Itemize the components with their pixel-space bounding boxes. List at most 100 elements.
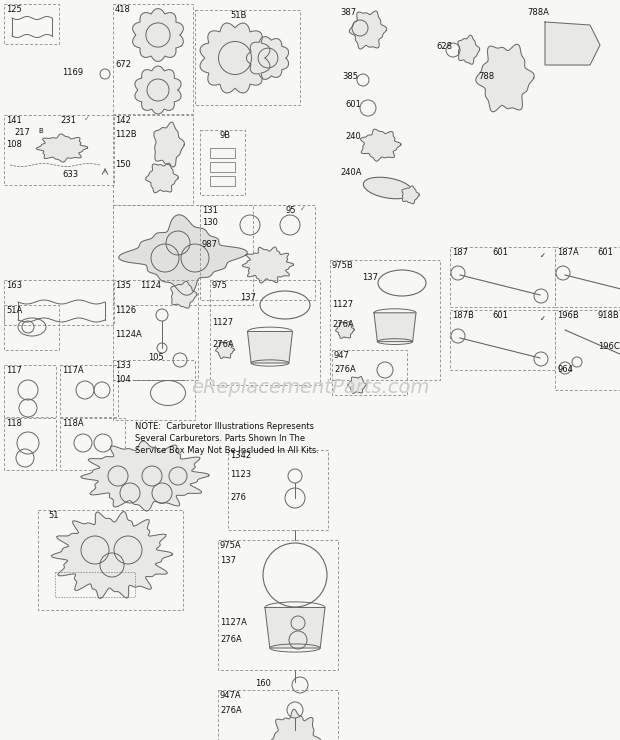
Text: 142: 142 <box>115 116 131 125</box>
Polygon shape <box>335 322 355 338</box>
Text: 387: 387 <box>340 8 356 17</box>
Bar <box>210 280 320 385</box>
Bar <box>228 450 328 530</box>
Text: 150: 150 <box>115 160 131 169</box>
Text: B: B <box>38 128 43 134</box>
Polygon shape <box>348 377 366 394</box>
Polygon shape <box>200 23 270 93</box>
Bar <box>450 247 555 307</box>
Text: 187A: 187A <box>557 248 578 257</box>
Text: 196C: 196C <box>598 342 620 351</box>
Text: 947: 947 <box>334 351 350 360</box>
Text: 112B: 112B <box>115 130 136 139</box>
Text: 104: 104 <box>115 375 131 384</box>
Polygon shape <box>37 134 87 162</box>
Text: 385: 385 <box>342 72 358 81</box>
Text: 51B: 51B <box>230 11 246 20</box>
Polygon shape <box>154 122 184 167</box>
Text: 788: 788 <box>478 72 494 81</box>
Text: 125: 125 <box>6 5 22 14</box>
Bar <box>4 115 114 185</box>
Text: 672: 672 <box>115 60 131 69</box>
Bar <box>113 205 253 305</box>
Text: 163: 163 <box>6 281 22 290</box>
Text: eReplacementParts.com: eReplacementParts.com <box>191 378 429 397</box>
Text: 117A: 117A <box>62 366 84 375</box>
Text: 975B: 975B <box>332 261 354 270</box>
Text: NOTE:  Carburetor Illustrations Represents
Several Carburetors. Parts Shown In T: NOTE: Carburetor Illustrations Represent… <box>135 422 319 454</box>
Polygon shape <box>216 342 234 358</box>
Text: 276A: 276A <box>332 320 354 329</box>
Text: 1126: 1126 <box>115 306 136 315</box>
Polygon shape <box>118 215 247 295</box>
Text: 108: 108 <box>6 140 22 149</box>
Text: 918B: 918B <box>598 311 620 320</box>
Ellipse shape <box>363 178 413 199</box>
Bar <box>55 572 135 597</box>
Bar <box>555 247 620 307</box>
Polygon shape <box>242 247 294 283</box>
Bar <box>113 280 198 380</box>
Text: 137: 137 <box>240 293 256 302</box>
Text: 196B: 196B <box>557 311 578 320</box>
Text: 276A: 276A <box>220 706 242 715</box>
Bar <box>113 115 193 205</box>
Text: 187: 187 <box>452 248 468 257</box>
Text: 160: 160 <box>255 679 271 688</box>
Polygon shape <box>545 22 600 65</box>
Polygon shape <box>146 164 179 193</box>
Text: 964: 964 <box>557 365 573 374</box>
Text: 141: 141 <box>6 116 22 125</box>
Bar <box>200 205 315 300</box>
Polygon shape <box>246 37 288 79</box>
Text: 51: 51 <box>48 511 58 520</box>
Text: 9B: 9B <box>220 131 231 140</box>
Text: 118: 118 <box>6 419 22 428</box>
Text: 947A: 947A <box>220 691 242 700</box>
Bar <box>195 10 300 105</box>
Bar <box>4 418 56 470</box>
Polygon shape <box>402 186 419 204</box>
Text: 601: 601 <box>492 248 508 257</box>
Text: 276A: 276A <box>212 340 234 349</box>
Text: 276A: 276A <box>334 365 356 374</box>
Text: 1127: 1127 <box>332 300 353 309</box>
Text: 276: 276 <box>230 493 246 502</box>
Text: 628: 628 <box>436 42 452 51</box>
Bar <box>450 310 555 370</box>
Text: ✓: ✓ <box>300 206 306 212</box>
Text: 240: 240 <box>345 132 361 141</box>
Bar <box>60 418 125 470</box>
Text: ✓: ✓ <box>540 253 546 259</box>
Text: 133: 133 <box>115 361 131 370</box>
Polygon shape <box>51 512 173 599</box>
Text: 95: 95 <box>285 206 296 215</box>
Text: ✓: ✓ <box>540 316 546 322</box>
Text: 130: 130 <box>202 218 218 227</box>
Text: 418: 418 <box>115 5 131 14</box>
Polygon shape <box>265 608 325 648</box>
Text: 633: 633 <box>62 170 78 179</box>
Text: 276A: 276A <box>220 635 242 644</box>
Polygon shape <box>374 313 416 342</box>
Text: 1123: 1123 <box>230 470 251 479</box>
Text: 1127A: 1127A <box>220 618 247 627</box>
Bar <box>210 176 235 186</box>
Text: 975: 975 <box>212 281 228 290</box>
Text: ✓: ✓ <box>84 116 90 122</box>
Text: 1124: 1124 <box>140 281 161 290</box>
Text: 137: 137 <box>362 273 378 282</box>
Bar <box>210 148 235 158</box>
Polygon shape <box>458 36 480 64</box>
Polygon shape <box>247 332 293 363</box>
Bar <box>200 130 245 195</box>
Bar <box>4 280 114 325</box>
Polygon shape <box>171 281 197 308</box>
Text: 975A: 975A <box>220 541 242 550</box>
Bar <box>210 162 235 172</box>
Text: 231: 231 <box>60 116 76 125</box>
Bar <box>113 4 193 114</box>
Text: 601: 601 <box>345 100 361 109</box>
Text: 51A: 51A <box>6 306 22 315</box>
Bar <box>218 540 338 670</box>
